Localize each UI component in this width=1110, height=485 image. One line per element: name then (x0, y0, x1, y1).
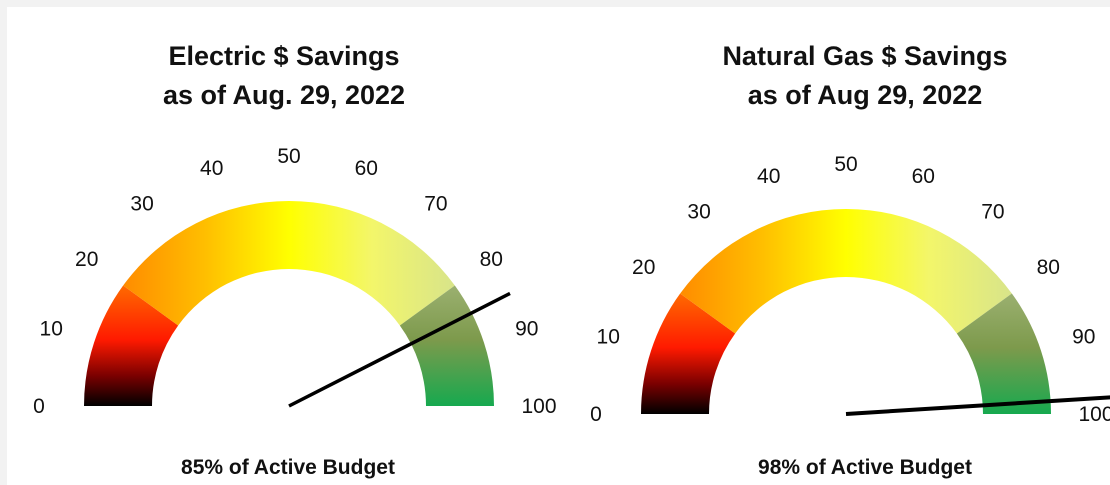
tick-label-80: 80 (480, 248, 503, 271)
gauge-band-yellow (680, 208, 1012, 334)
gauge-band-yellow (123, 201, 455, 326)
tick-label-40: 40 (757, 165, 780, 188)
tick-label-40: 40 (200, 157, 223, 180)
gauge-title-line-1: Electric $ Savings (168, 41, 399, 71)
gauge-band-green (956, 293, 1051, 414)
gauge-band-green (399, 285, 494, 406)
gauge-tick-labels: 0 10 20 30 40 50 60 70 80 90 100 (33, 145, 556, 418)
tick-label-100: 100 (1078, 403, 1110, 426)
tick-label-50: 50 (277, 145, 300, 168)
tick-label-50: 50 (834, 153, 857, 176)
tick-label-60: 60 (355, 157, 378, 180)
gauges-svg: Electric $ Savings as of Aug. 29, 2022 0… (33, 41, 1110, 479)
tick-label-90: 90 (1072, 326, 1095, 349)
gauge-natural-gas: Natural Gas $ Savings as of Aug 29, 2022… (590, 41, 1110, 479)
gauge-band-red (84, 285, 179, 406)
gauge-needle (288, 291, 511, 408)
tick-label-20: 20 (75, 248, 98, 271)
tick-label-10: 10 (40, 318, 63, 341)
gauge-caption: 85% of Active Budget (181, 456, 395, 479)
gauge-needle (845, 395, 1110, 416)
tick-label-30: 30 (687, 201, 710, 224)
tick-label-10: 10 (597, 326, 620, 349)
gauge-title-line-1: Natural Gas $ Savings (722, 41, 1007, 71)
tick-label-20: 20 (632, 256, 655, 279)
tick-label-90: 90 (515, 318, 538, 341)
gauge-band-red (641, 293, 736, 414)
gauge-title-line-2: as of Aug 29, 2022 (748, 80, 983, 110)
gauge-electric: Electric $ Savings as of Aug. 29, 2022 0… (33, 41, 556, 479)
dashboard-canvas: Electric $ Savings as of Aug. 29, 2022 0… (7, 7, 1110, 485)
tick-label-0: 0 (590, 403, 602, 426)
tick-label-60: 60 (912, 165, 935, 188)
tick-label-30: 30 (130, 193, 153, 216)
tick-label-0: 0 (33, 395, 45, 418)
tick-label-70: 70 (424, 193, 447, 216)
gauge-title-line-2: as of Aug. 29, 2022 (163, 80, 405, 110)
gauge-caption: 98% of Active Budget (758, 456, 972, 479)
tick-label-70: 70 (981, 201, 1004, 224)
gauge-tick-labels: 0 10 20 30 40 50 60 70 80 90 100 (590, 153, 1110, 426)
tick-label-80: 80 (1037, 256, 1060, 279)
tick-label-100: 100 (521, 395, 556, 418)
